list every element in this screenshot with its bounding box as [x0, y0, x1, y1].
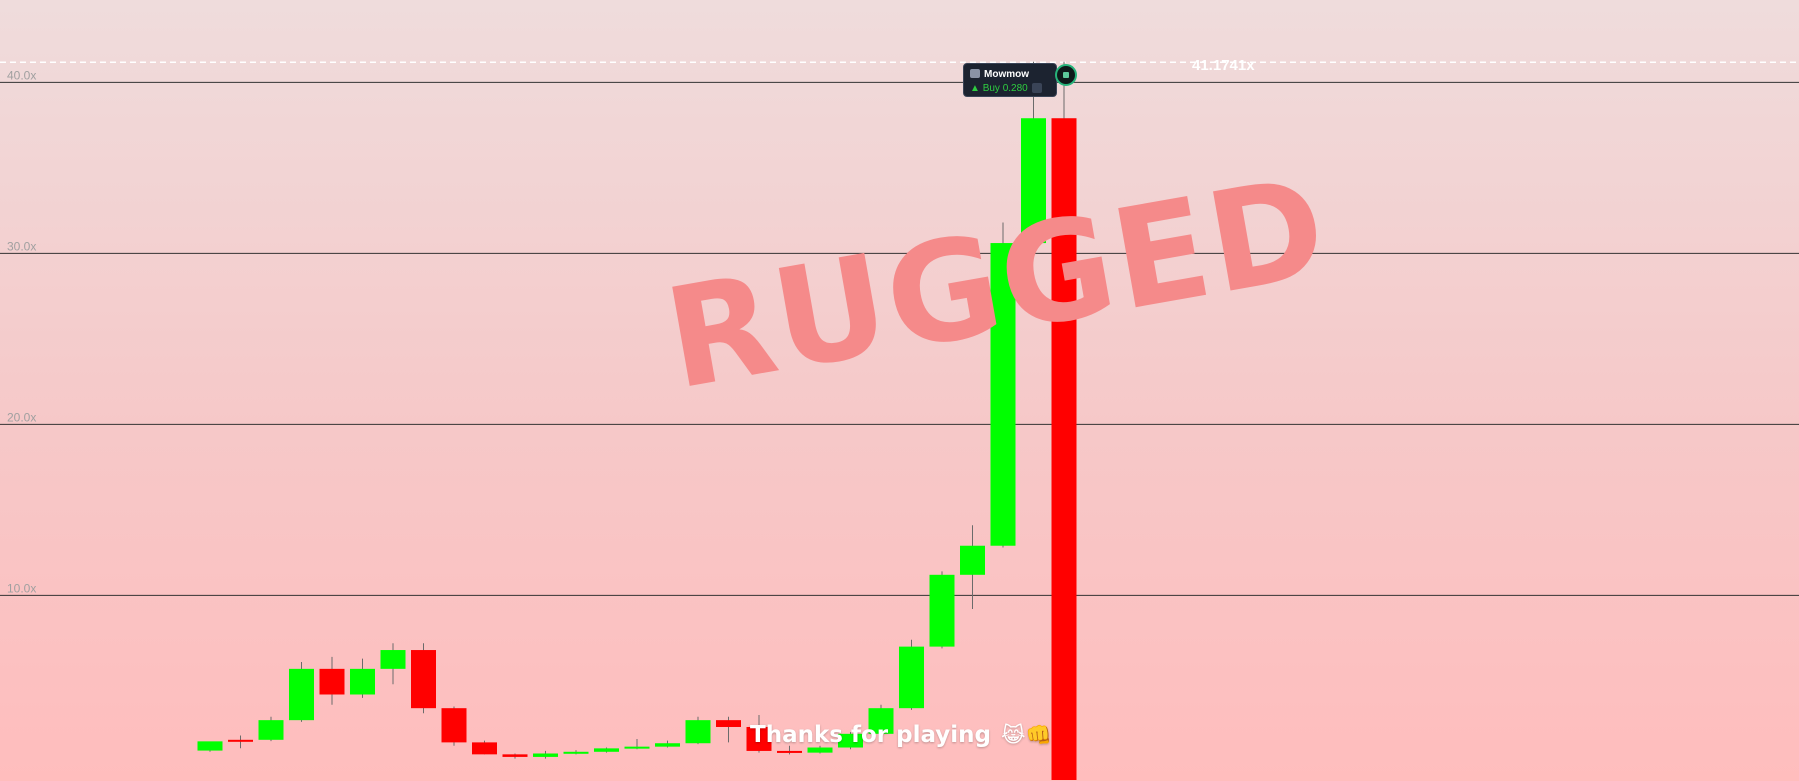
thanks-emoji: 😹👊 — [1000, 723, 1052, 747]
player-avatar-icon[interactable] — [1055, 64, 1077, 86]
player-name: Mowmow — [984, 69, 1029, 80]
candle-up — [685, 720, 711, 744]
candle-up — [960, 545, 985, 575]
candle-down — [319, 668, 345, 695]
coin-icon — [1032, 83, 1042, 93]
candle-down — [228, 739, 253, 742]
candle-down — [746, 726, 772, 751]
candle-up — [258, 720, 284, 740]
tooltip-trade: ▲ Buy 0.280 — [970, 83, 1028, 94]
candle-up — [594, 748, 619, 752]
candle-up — [1021, 118, 1046, 244]
y-tick-label: 40.0x — [7, 68, 36, 82]
candle-up — [990, 243, 1016, 546]
candle-up — [899, 646, 924, 709]
candle-up — [807, 747, 833, 753]
candle-up — [868, 708, 894, 734]
trade-action: Buy 0.280 — [982, 83, 1028, 94]
candle-up — [929, 574, 955, 647]
player-icon — [970, 69, 980, 78]
tooltip-player: Mowmow — [970, 69, 1029, 80]
candle-down — [441, 708, 467, 743]
thanks-text: Thanks for playing — [750, 722, 991, 748]
candle-down — [1051, 118, 1077, 781]
thanks-message: Thanks for playing 😹👊 — [750, 722, 1052, 748]
candle-up — [380, 650, 406, 669]
y-tick-label: 30.0x — [7, 239, 36, 253]
candle-up — [624, 746, 650, 749]
trade-tooltip[interactable]: Mowmow ▲ Buy 0.280 — [963, 63, 1057, 97]
candle-down — [716, 720, 741, 727]
candle-down — [777, 750, 802, 753]
candle-down — [502, 754, 528, 757]
candle-down — [472, 742, 497, 755]
candle-up — [655, 743, 680, 747]
candle-up — [289, 668, 314, 721]
y-tick-label: 10.0x — [7, 581, 36, 595]
candle-up — [563, 751, 589, 754]
candle-up — [350, 668, 375, 695]
candle-up — [197, 741, 223, 751]
candle-up — [533, 753, 558, 757]
candle-down — [411, 650, 436, 709]
y-tick-label: 20.0x — [7, 410, 36, 424]
candle-up — [838, 733, 863, 748]
peak-multiplier-label: 41.1741x — [1192, 57, 1255, 74]
